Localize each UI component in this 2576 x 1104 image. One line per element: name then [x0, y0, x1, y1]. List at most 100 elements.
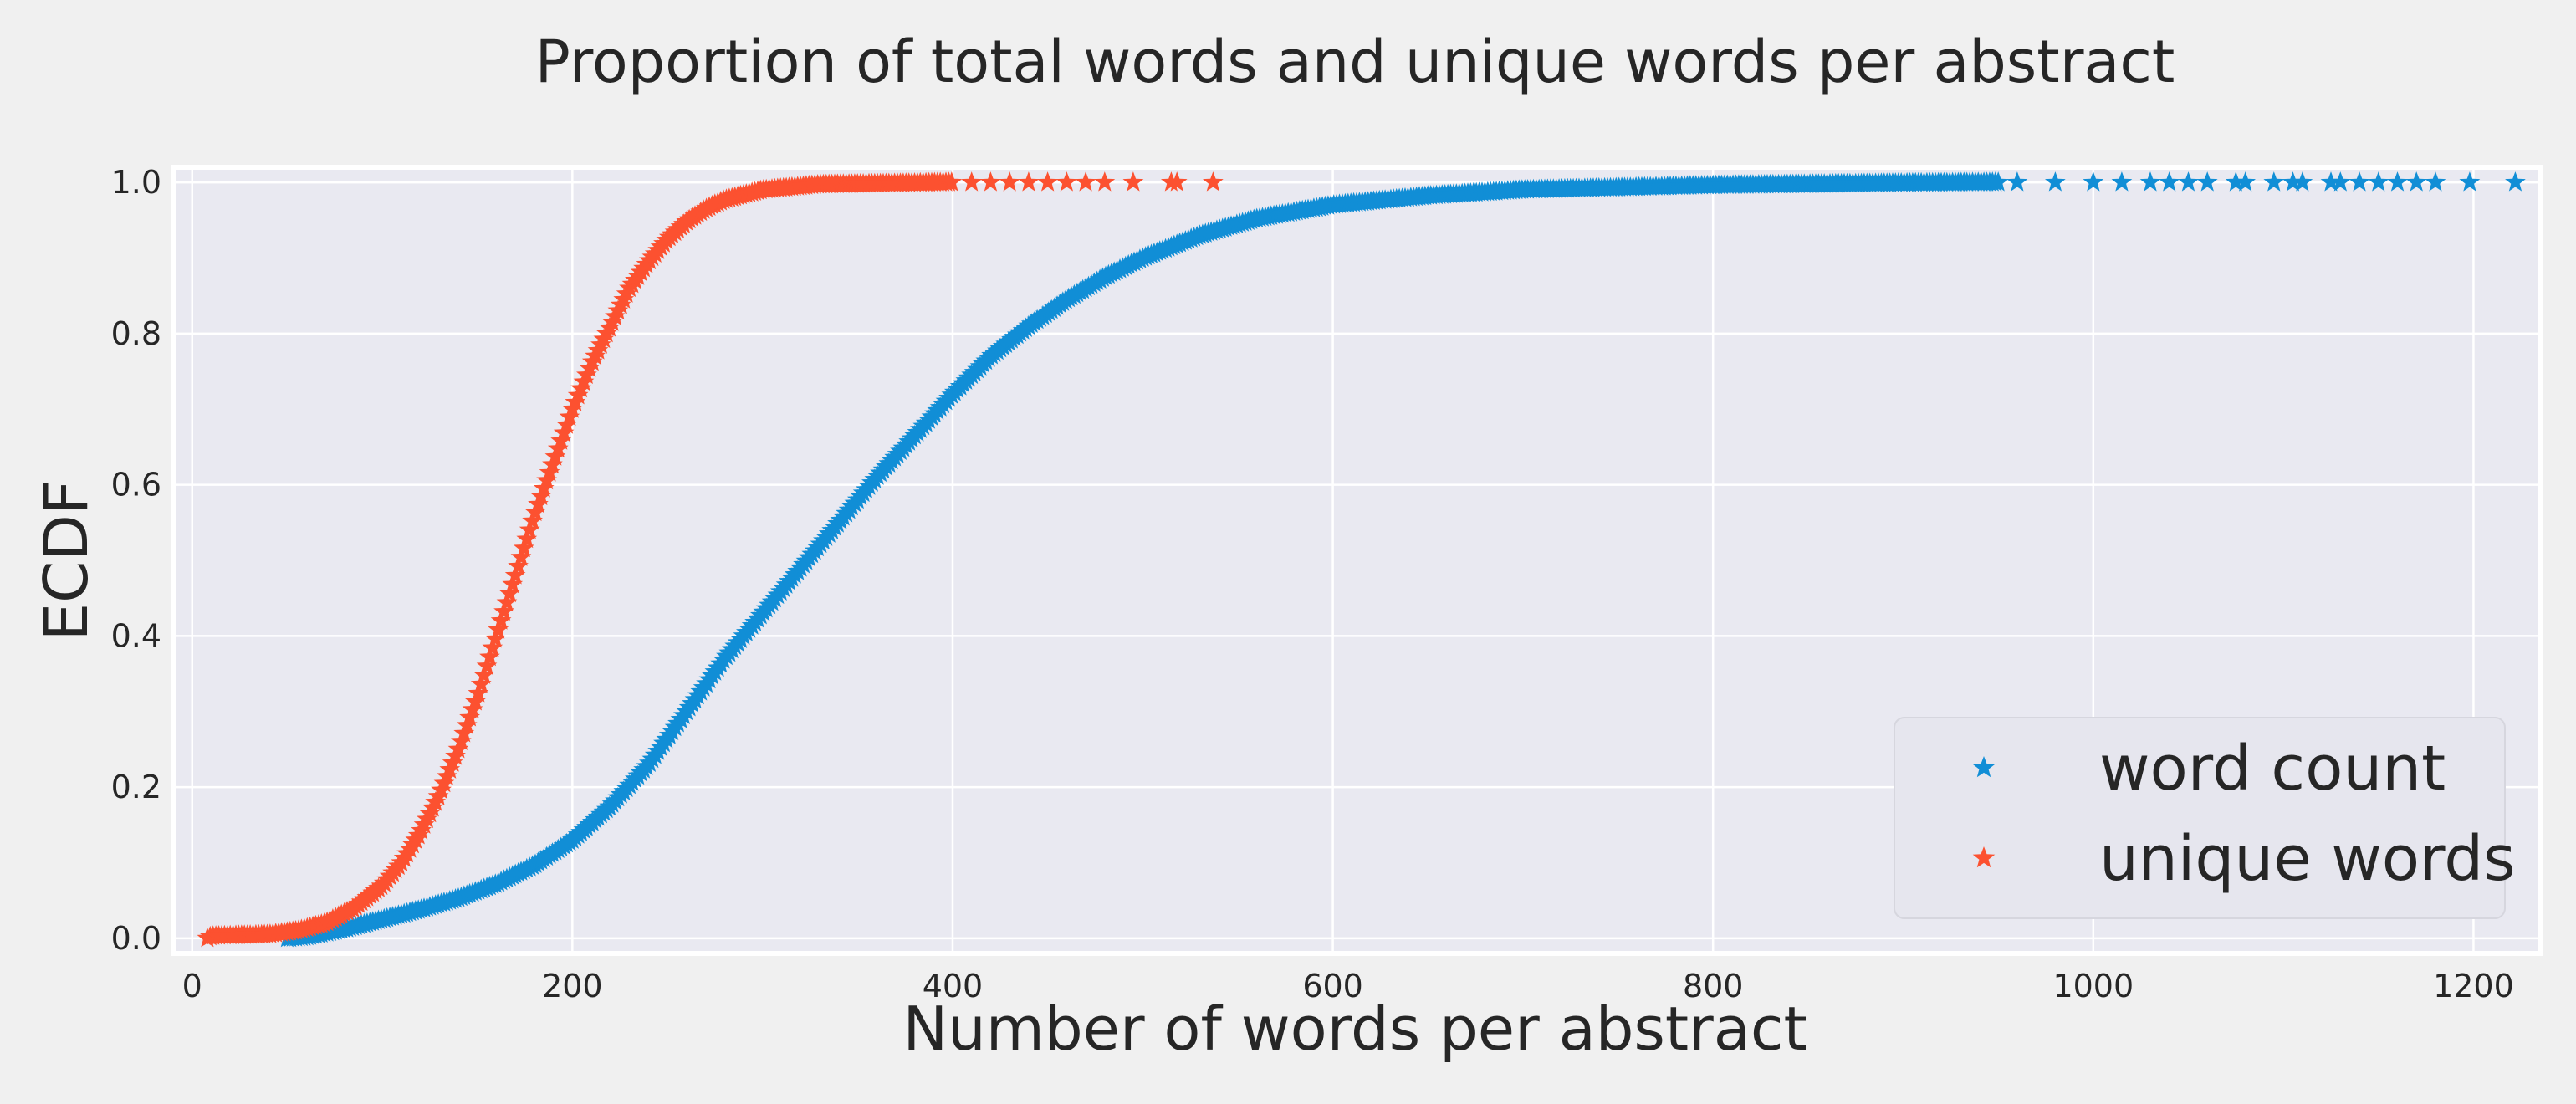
y-tick-labels: 0.0 0.2 0.4 0.6 0.8 1.0 — [111, 164, 161, 957]
y-tick-label: 0.0 — [111, 920, 161, 957]
data-point — [462, 698, 483, 718]
legend-label-word-count: word count — [2099, 733, 2446, 805]
x-tick-label: 1000 — [2052, 968, 2134, 1004]
data-point — [528, 493, 549, 514]
x-tick-label: 1200 — [2433, 968, 2514, 1004]
x-tick-label: 400 — [923, 968, 984, 1004]
data-point — [488, 619, 509, 639]
data-point — [499, 582, 520, 603]
data-point — [476, 655, 498, 676]
data-point — [473, 664, 494, 684]
data-point — [961, 171, 983, 192]
x-tick-label: 600 — [1302, 968, 1363, 1004]
data-point — [2159, 171, 2180, 192]
data-point — [1094, 171, 1116, 192]
data-point — [559, 406, 580, 427]
data-point — [1018, 171, 1040, 192]
data-point — [451, 730, 472, 750]
data-point — [544, 446, 566, 466]
data-point — [2225, 171, 2246, 192]
data-point — [482, 636, 503, 657]
data-point — [479, 646, 500, 667]
data-point — [453, 723, 475, 743]
data-point — [502, 573, 524, 594]
data-point — [468, 682, 489, 703]
data-point — [2235, 171, 2256, 192]
data-point — [447, 739, 469, 759]
data-point — [1987, 171, 2009, 192]
data-point — [2387, 171, 2408, 192]
data-point — [556, 414, 577, 434]
data-point — [1056, 171, 1077, 192]
series-word-count — [277, 171, 2526, 948]
data-point — [459, 707, 480, 727]
data-point — [465, 691, 486, 711]
legend-box — [1894, 717, 2506, 919]
series-layer — [197, 171, 2526, 948]
legend-marker-word-count — [1972, 756, 1996, 778]
data-point — [941, 171, 963, 192]
legend: word count unique words — [1894, 717, 2516, 919]
data-point — [524, 501, 546, 522]
data-point — [1122, 171, 1144, 192]
data-point — [508, 555, 529, 575]
y-tick-label: 0.6 — [111, 467, 161, 503]
y-tick-label: 0.4 — [111, 617, 161, 654]
data-point — [1037, 171, 1058, 192]
x-axis-label: Number of words per abstract — [902, 994, 1807, 1064]
data-point — [2263, 171, 2285, 192]
data-point — [2505, 171, 2526, 192]
data-point — [514, 537, 534, 558]
data-point — [2459, 171, 2481, 192]
data-point — [2405, 171, 2427, 192]
data-point — [2111, 171, 2133, 192]
data-point — [2196, 171, 2218, 192]
data-point — [2006, 171, 2028, 192]
data-point — [2083, 171, 2104, 192]
legend-label-unique-words: unique words — [2099, 823, 2516, 895]
series-unique-words — [197, 171, 1224, 948]
y-tick-label: 0.2 — [111, 769, 161, 805]
x-tick-labels: 0 200 400 600 800 1000 1200 — [182, 968, 2514, 1004]
data-point — [536, 469, 557, 490]
data-point — [2292, 171, 2313, 192]
x-tick-label: 200 — [542, 968, 603, 1004]
data-point — [456, 714, 478, 734]
data-point — [553, 422, 575, 442]
data-point — [980, 171, 1001, 192]
data-point — [496, 591, 518, 612]
data-point — [510, 546, 532, 566]
data-point — [533, 478, 555, 498]
data-point — [490, 610, 512, 630]
x-tick-label: 800 — [1683, 968, 1744, 1004]
data-point — [1075, 171, 1096, 192]
data-point — [484, 628, 506, 648]
y-tick-label: 0.8 — [111, 315, 161, 352]
data-point — [1166, 171, 1188, 192]
legend-marker-unique-words — [1972, 846, 1996, 868]
y-axis-label: ECDF — [31, 480, 101, 641]
x-tick-label: 0 — [182, 968, 202, 1004]
data-point — [1203, 171, 1224, 192]
data-point — [504, 565, 526, 585]
data-point — [2349, 171, 2370, 192]
data-point — [493, 601, 514, 621]
data-point — [542, 453, 563, 474]
data-point — [547, 437, 569, 458]
data-point — [522, 510, 543, 530]
data-point — [550, 430, 572, 450]
chart-title: Proportion of total words and unique wor… — [535, 28, 2175, 96]
data-point — [530, 485, 552, 506]
data-point — [2282, 171, 2303, 192]
data-point — [999, 171, 1020, 192]
data-point — [470, 673, 492, 693]
y-tick-label: 1.0 — [111, 164, 161, 201]
data-point — [539, 462, 560, 482]
data-point — [2368, 171, 2389, 192]
data-point — [2425, 171, 2446, 192]
data-point — [2045, 171, 2066, 192]
data-point — [2178, 171, 2199, 192]
data-point — [516, 528, 538, 549]
data-point — [2330, 171, 2351, 192]
